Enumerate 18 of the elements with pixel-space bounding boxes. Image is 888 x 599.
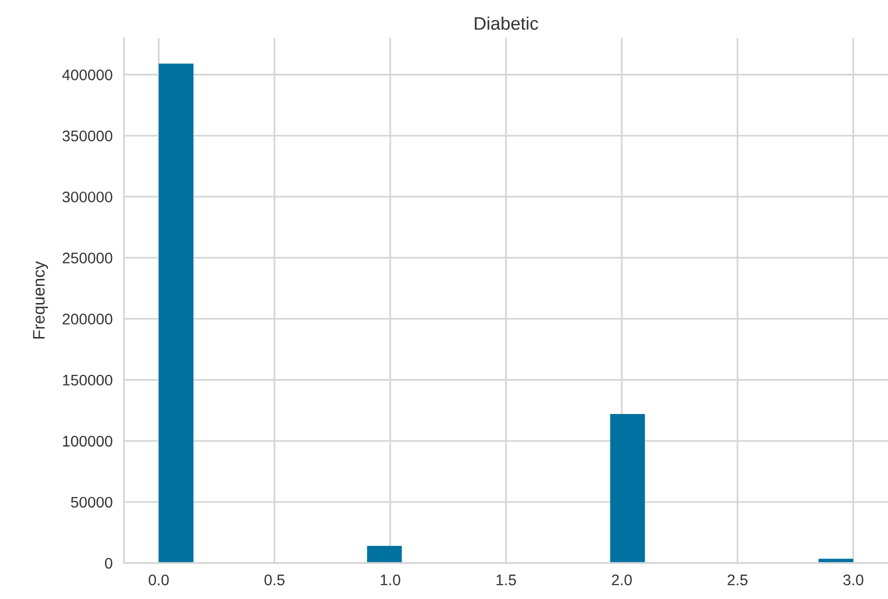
y-tick-label: 100000 xyxy=(63,436,112,447)
chart-title: Diabetic xyxy=(474,16,538,30)
y-tick-label: 150000 xyxy=(63,374,112,386)
x-tick-label: 0.0 xyxy=(148,574,169,586)
y-tick-label: 300000 xyxy=(62,192,112,202)
y-tick-label: 50000 xyxy=(71,496,112,508)
x-tick-label: 2.0 xyxy=(612,574,632,586)
y-axis-title: Frequency xyxy=(33,261,48,338)
x-tick-label: 0.5 xyxy=(264,574,284,586)
y-tick-label: 200000 xyxy=(62,314,112,324)
x-tick-label: 3.0 xyxy=(843,574,864,586)
x-tick-label: 1.0 xyxy=(380,574,400,586)
y-tick-label: 400000 xyxy=(62,69,112,80)
y-tick-label: 250000 xyxy=(62,252,112,264)
y-tick-label: 0 xyxy=(104,558,112,569)
y-tick-label: 350000 xyxy=(62,130,112,142)
x-tick-label: 2.5 xyxy=(728,574,748,586)
x-tick-label: 1.5 xyxy=(496,574,516,586)
